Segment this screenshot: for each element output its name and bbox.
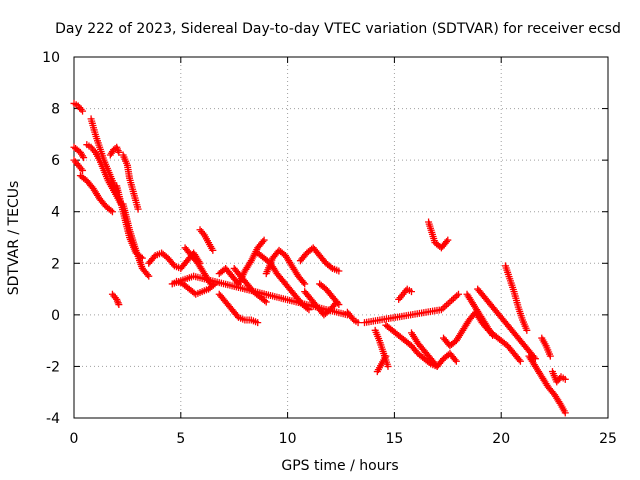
data-point (143, 271, 151, 279)
data-point (443, 238, 451, 246)
grid (74, 57, 608, 418)
data-point (327, 263, 335, 271)
data-point (335, 267, 343, 275)
data-point (561, 409, 569, 417)
data-point (134, 205, 142, 213)
y-axis-label: SDTVAR / TECUs (6, 181, 22, 296)
plot-frame (73, 56, 609, 419)
data-point (444, 236, 452, 244)
data-point (452, 357, 460, 365)
x-tick-label: 25 (599, 431, 617, 447)
y-tick-label: 8 (51, 102, 60, 118)
data-point (260, 236, 268, 244)
data-point (209, 246, 217, 254)
data-point (384, 362, 392, 370)
data-point (301, 280, 309, 288)
data-point (334, 299, 342, 307)
data-point (262, 298, 270, 306)
data-point (79, 166, 87, 174)
x-tick-label: 0 (70, 431, 79, 447)
data-points (70, 99, 569, 417)
data-point (145, 272, 153, 280)
data-point (516, 357, 524, 365)
axis-ticks: 0 5 10 15 20 25 -4 -2 0 2 4 6 8 10 (42, 50, 617, 447)
data-point (407, 288, 415, 296)
x-tick-label: 5 (176, 431, 185, 447)
data-point (561, 375, 569, 383)
data-point (354, 319, 362, 327)
y-tick-label: 10 (42, 50, 60, 66)
data-point (107, 206, 115, 214)
data-point (261, 297, 269, 305)
data-point (115, 148, 123, 156)
data-point (489, 331, 497, 339)
data-point (79, 107, 87, 115)
data-point (254, 319, 262, 327)
data-point (299, 278, 307, 286)
data-point (523, 326, 531, 334)
y-tick-label: -4 (46, 411, 60, 427)
x-tick-label: 10 (279, 431, 297, 447)
data-point (115, 301, 123, 309)
data-point (335, 301, 343, 309)
data-point (451, 356, 459, 364)
data-point (515, 356, 523, 364)
data-point (108, 208, 116, 216)
x-axis-label: GPS time / hours (281, 458, 398, 474)
y-tick-label: -2 (46, 359, 60, 375)
data-point (382, 352, 390, 360)
data-point (343, 311, 351, 319)
chart-title: Day 222 of 2023, Sidereal Day-to-day VTE… (55, 21, 621, 37)
y-tick-label: 2 (51, 256, 60, 272)
y-tick-label: 4 (51, 205, 60, 221)
data-point (80, 154, 88, 162)
data-point (259, 238, 267, 246)
y-tick-label: 6 (51, 153, 60, 169)
data-point (454, 290, 462, 298)
x-tick-label: 15 (385, 431, 403, 447)
data-point (546, 352, 554, 360)
x-tick-label: 20 (492, 431, 510, 447)
y-tick-label: 0 (51, 308, 60, 324)
